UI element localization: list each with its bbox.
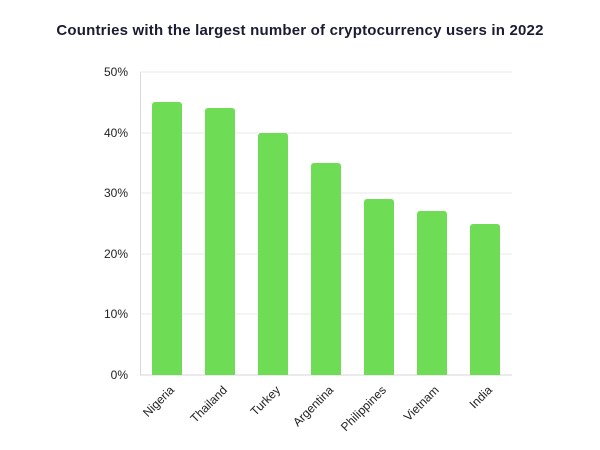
y-axis-tick-label: 20% — [103, 246, 128, 261]
x-axis-tick-label: Argentina — [289, 383, 336, 430]
y-axis-tick-label: 10% — [103, 307, 128, 322]
x-axis-tick-label: Nigeria — [139, 383, 177, 420]
gridline — [140, 374, 512, 376]
bar-slot: India — [459, 72, 512, 411]
bar-india — [470, 223, 501, 375]
bar-slot: Turkey — [246, 72, 299, 419]
bar-slot: Nigeria — [140, 72, 193, 420]
bars: Nigeria Thailand Turkey Argentina Philippine… — [140, 72, 512, 434]
bar-slot: Philippines — [338, 72, 406, 434]
bar-slot: Vietnam — [401, 72, 459, 424]
bar-vietnam — [417, 211, 448, 375]
gridline — [140, 71, 512, 73]
gridline — [140, 132, 512, 134]
bar-slot: Argentina — [290, 72, 352, 429]
y-axis-tick-label: 50% — [103, 65, 128, 79]
bar-thailand — [204, 108, 235, 375]
x-axis-tick-label: Thailand — [187, 383, 230, 426]
x-axis-tick-label: Turkey — [247, 383, 283, 419]
y-axis-tick-label: 40% — [103, 125, 128, 140]
y-axis-tick-label: 0% — [110, 368, 128, 382]
y-axis-tick-label: 30% — [103, 186, 128, 201]
chart-title: Countries with the largest number of cry… — [56, 22, 544, 39]
bar-argentina — [310, 162, 341, 375]
bar-nigeria — [151, 102, 182, 375]
bar-slot: Thailand — [187, 72, 246, 425]
plot-area: Nigeria Thailand Turkey Argentina Philippine… — [104, 65, 512, 434]
x-axis-tick-label: Vietnam — [401, 383, 443, 424]
bar-philippines — [364, 199, 395, 375]
bar-turkey — [257, 132, 288, 375]
x-axis-tick-label: Philippines — [338, 383, 390, 434]
x-axis-tick-label: India — [467, 383, 496, 412]
